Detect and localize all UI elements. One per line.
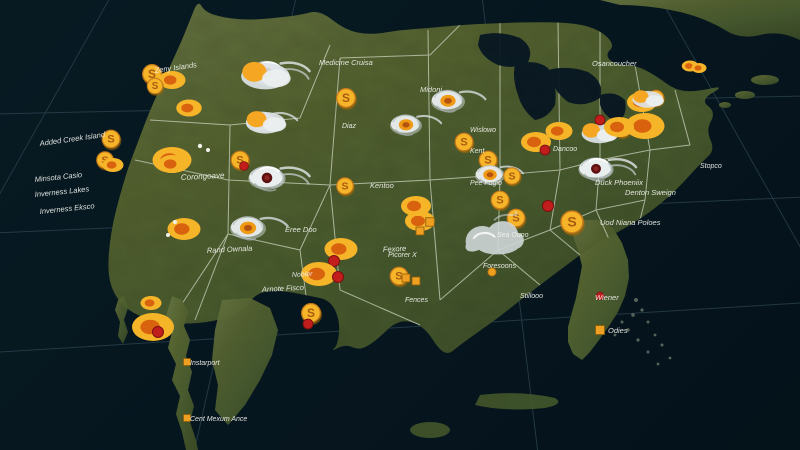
svg-text:Added Creek Island: Added Creek Island xyxy=(38,130,106,148)
svg-text:Midoni: Midoni xyxy=(420,85,442,94)
svg-text:Inverness Eksco: Inverness Eksco xyxy=(39,201,95,216)
svg-text:Kentoo: Kentoo xyxy=(370,181,394,190)
svg-text:Arnote Fisco: Arnote Fisco xyxy=(261,283,305,294)
svg-text:Sea Ouno: Sea Ouno xyxy=(497,232,529,239)
svg-text:Medicine Cruisa: Medicine Cruisa xyxy=(319,58,373,67)
svg-text:Kent: Kent xyxy=(470,148,485,155)
svg-text:Eree Doo: Eree Doo xyxy=(285,225,317,234)
svg-text:Denton Sweign: Denton Sweign xyxy=(625,188,676,197)
svg-text:Foresoons: Foresoons xyxy=(483,263,517,270)
svg-text:Uod Niana Poloes: Uod Niana Poloes xyxy=(600,218,661,227)
svg-text:Pee Fogio: Pee Fogio xyxy=(470,180,502,187)
svg-text:Nobler: Nobler xyxy=(292,271,314,279)
svg-text:Fences: Fences xyxy=(405,297,428,304)
svg-text:Stillooo: Stillooo xyxy=(520,293,543,300)
svg-text:Inverness Lakes: Inverness Lakes xyxy=(34,184,90,199)
svg-text:Duck Phoeniix: Duck Phoeniix xyxy=(595,178,643,187)
svg-text:Dancoo: Dancoo xyxy=(553,146,577,153)
svg-text:Instarport: Instarport xyxy=(190,360,221,367)
svg-text:Minsota Casio: Minsota Casio xyxy=(34,170,82,184)
svg-text:Osancoucher: Osancoucher xyxy=(592,59,637,68)
svg-text:Cent Mexum Ance: Cent Mexum Ance xyxy=(190,416,247,423)
svg-text:Stopco: Stopco xyxy=(700,163,722,170)
svg-text:Wislowo: Wislowo xyxy=(470,127,496,134)
svg-text:Rand Ownala: Rand Ownala xyxy=(207,244,253,255)
svg-text:Diaz: Diaz xyxy=(342,123,357,130)
svg-text:Wiener: Wiener xyxy=(595,293,619,302)
svg-text:Picorer X: Picorer X xyxy=(388,252,417,259)
svg-text:Corongoave: Corongoave xyxy=(181,171,226,182)
svg-text:Odies: Odies xyxy=(608,326,628,335)
